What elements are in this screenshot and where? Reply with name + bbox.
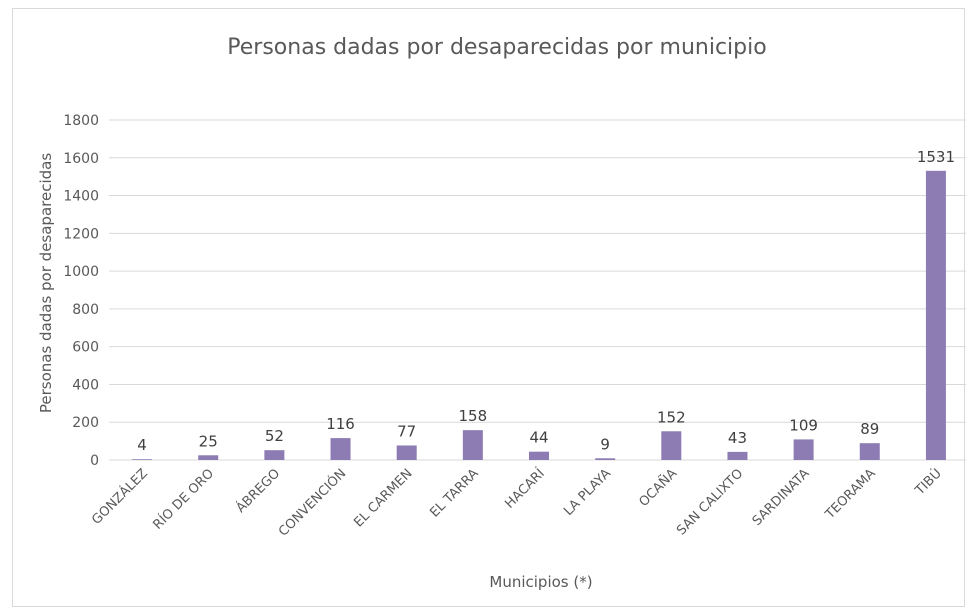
- x-tick-label: CONVENCIÓN: [275, 466, 349, 540]
- y-tick-label: 400: [72, 377, 99, 393]
- y-axis-ticks: 0 200 400 600 800 1000 1200 1400 1600 1800: [63, 113, 99, 469]
- bar: [132, 459, 153, 460]
- bar: [330, 438, 351, 460]
- data-label: 9: [600, 435, 610, 453]
- x-tick-label: HACARÍ: [502, 465, 548, 511]
- bar: [529, 451, 549, 460]
- x-tick-label: LA PLAYA: [561, 466, 614, 519]
- bar: [925, 170, 946, 461]
- x-tick-label: SAN CALIXTO: [674, 466, 746, 538]
- x-tick-label: TIBÚ: [911, 466, 944, 499]
- data-label: 44: [529, 429, 548, 447]
- bar: [264, 450, 285, 460]
- data-label: 116: [326, 415, 355, 433]
- x-axis-title: Municipios (*): [489, 573, 592, 591]
- y-tick-label: 200: [72, 415, 99, 431]
- x-tick-label: TEORAMA: [822, 466, 879, 523]
- x-tick-label: SARDINATA: [750, 466, 813, 529]
- data-label: 43: [728, 429, 747, 447]
- data-label: 52: [265, 427, 284, 445]
- data-label: 152: [657, 408, 686, 426]
- bar: [661, 431, 682, 460]
- bar: [727, 451, 748, 460]
- data-label: 4: [137, 436, 147, 454]
- gridlines: [109, 119, 969, 461]
- data-label: 109: [789, 416, 818, 434]
- data-label: 158: [459, 407, 488, 425]
- y-axis-title: Personas dadas por desaparecidas: [37, 153, 55, 413]
- y-tick-label: 600: [72, 340, 99, 356]
- bar-chart: Personas dadas por desaparecidas por mun…: [37, 35, 969, 591]
- y-tick-label: 1400: [63, 189, 99, 205]
- data-label: 77: [397, 422, 416, 440]
- bar: [396, 445, 417, 460]
- bar: [793, 439, 814, 460]
- data-label: 1531: [917, 148, 955, 166]
- y-tick-label: 800: [72, 302, 99, 318]
- x-tick-label: EL TARRA: [427, 466, 481, 520]
- x-tick-label: GONZÁLEZ: [89, 465, 151, 527]
- y-tick-label: 1000: [63, 264, 99, 280]
- data-label: 25: [199, 432, 218, 450]
- y-tick-label: 1200: [63, 226, 99, 242]
- data-labels: 4 25 52 116 77 158 44 9 152 43 109 89 1531: [137, 148, 955, 454]
- bar: [859, 443, 880, 460]
- chart-title: Personas dadas por desaparecidas por mun…: [227, 35, 766, 60]
- x-tick-label: RÍO DE ORO: [150, 466, 217, 533]
- y-tick-label: 1800: [63, 113, 99, 129]
- y-tick-label: 0: [90, 453, 99, 469]
- x-tick-label: EL CARMEN: [351, 466, 415, 530]
- data-label: 89: [860, 420, 879, 438]
- bar: [595, 458, 616, 460]
- x-tick-label: OCAÑA: [636, 465, 680, 509]
- x-tick-label: ÁBREGO: [233, 466, 283, 516]
- bar: [198, 455, 219, 460]
- chart-frame: Personas dadas por desaparecidas por mun…: [12, 8, 969, 607]
- bar: [462, 430, 483, 460]
- y-tick-label: 1600: [63, 151, 99, 167]
- bars: [132, 170, 946, 461]
